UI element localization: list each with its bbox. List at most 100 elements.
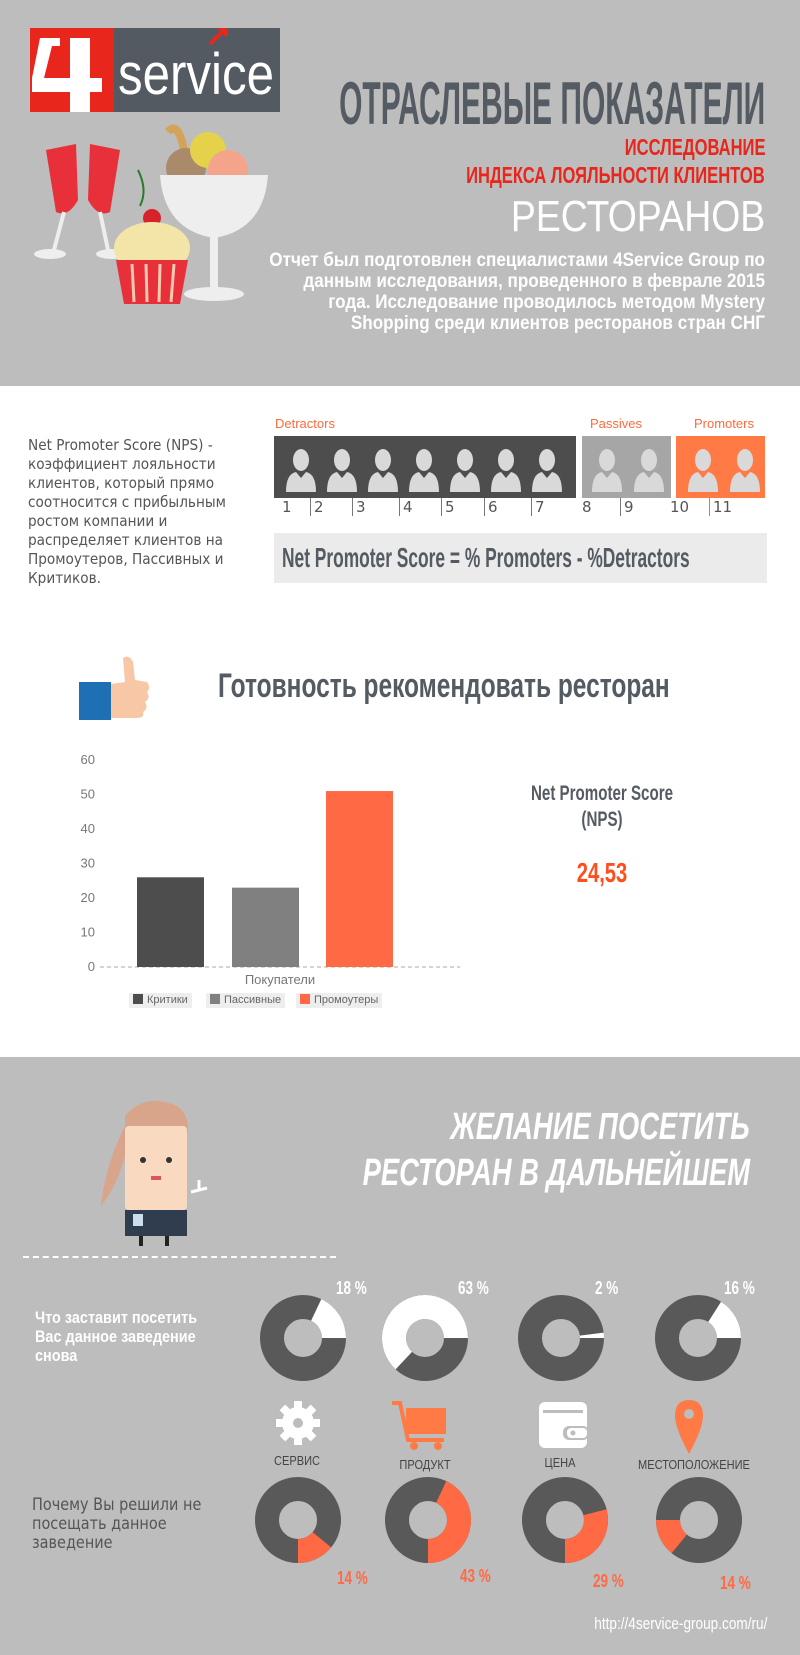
person-icon [530,448,564,497]
person-icon [632,448,666,497]
cart-icon [390,1400,450,1455]
donut-revisit-3 [518,1295,604,1381]
revisit-percent: 16 % [724,1278,755,1298]
passives-label: Passives [590,416,643,431]
revisit-percent: 63 % [458,1278,489,1298]
logo[interactable]: service [30,26,280,112]
revisit-title-line1: ЖЕЛАНИЕ ПОСЕТИТЬ [450,1106,750,1148]
divider [23,1256,336,1258]
y-tick-label: 0 [88,959,95,974]
wallet-icon [539,1400,589,1455]
category-price: ЦЕНА [544,1455,576,1470]
not-visit-percent: 29 % [593,1571,624,1591]
scale-tick [484,498,485,516]
donut-not-visit-2 [385,1477,471,1563]
scale-number: 7 [535,498,545,516]
scale-number: 9 [624,498,634,516]
thumbs-up-icon [79,654,151,725]
y-tick-label: 60 [81,752,95,767]
nps-label-line2: (NPS) [581,808,623,831]
scale-number: 5 [445,498,455,516]
not-visit-percent: 14 % [337,1568,368,1588]
donut-not-visit-1 [255,1477,341,1563]
donut-not-visit-4 [656,1477,742,1563]
scale-tick [531,498,532,516]
not-visit-percent: 43 % [460,1566,491,1586]
location-pin-icon [673,1398,705,1461]
bar-3 [326,791,393,967]
recommend-title: Готовность рекомендовать ресторан [218,667,670,705]
donut-revisit-4 [655,1295,741,1381]
bar-2 [232,887,299,967]
scale-number: 11 [713,498,733,516]
category-service: СЕРВИС [273,1453,321,1468]
person-icon [448,448,482,497]
bar-chart: 0 10 20 30 40 50 60 Покупатели [81,752,460,987]
legend-item: Промоутеры [296,993,383,1008]
scale-tick [620,498,621,516]
scale-number: 3 [356,498,366,516]
donut-segment [579,1332,604,1338]
scale-number: 1 [282,498,292,516]
person-icon [325,448,359,497]
legend-swatch [300,994,310,1004]
y-tick-label: 10 [81,925,95,940]
y-tick-label: 40 [81,821,95,836]
scale-tick [352,498,353,516]
person-icon [284,448,318,497]
donut-segment [311,1299,346,1338]
y-tick-label: 30 [81,856,95,871]
person-icon [590,448,624,497]
scale-tick [310,498,311,516]
person-icon [407,448,441,497]
legend-label: Пассивные [224,994,282,1006]
person-icon [366,448,400,497]
subtitle-line1: ИССЛЕДОВАНИЕ [624,134,765,160]
scale-number: 4 [403,498,413,516]
nps-description: Net Promoter Score (NPS) - коэффициент л… [28,436,226,587]
bar-1 [137,877,204,967]
donut-segment [708,1301,741,1338]
not-visit-percent: 14 % [720,1573,751,1593]
food-illustration [28,120,288,320]
legend-item: Критики [129,993,192,1008]
y-tick-label: 50 [81,787,95,802]
promoters-label: Promoters [694,416,754,431]
waiter-illustration [95,1096,245,1251]
person-icon [489,448,523,497]
scale-tick [399,498,400,516]
svg-text:service: service [118,42,274,107]
question-not-visit: Почему Вы решили не посещать данное заве… [32,1495,202,1553]
nps-label-line1: Net Promoter Score [530,782,673,805]
x-axis-label: Покупатели [245,972,315,987]
footer-url[interactable]: http://4service-group.com/ru/ [593,1614,767,1633]
donut-not-visit-3 [522,1477,608,1563]
donut-segment [382,1295,468,1370]
donut-segment [565,1509,608,1563]
legend-label: Промоутеры [314,994,379,1006]
person-icon [728,448,762,497]
legend-label: Критики [147,994,188,1006]
nps-value: 24,53 [576,857,628,888]
category-location: МЕСТОПОЛОЖЕНИЕ [638,1457,750,1472]
subtitle-restaurants: РЕСТОРАНОВ [510,192,765,241]
scale-number: 2 [314,498,324,516]
revisit-percent: 2 % [595,1278,619,1298]
scale-tick [441,498,442,516]
legend-swatch [210,994,220,1004]
revisit-percent: 18 % [336,1278,367,1298]
scale-tick [709,498,710,516]
legend-item: Пассивные [206,993,286,1008]
category-product: ПРОДУКТ [399,1457,451,1472]
scale-number: 8 [582,498,592,516]
nps-formula: Net Promoter Score = % Promoters - %Detr… [282,542,690,573]
page-title: ОТРАСЛЕВЫЕ ПОКАЗАТЕЛИ [338,70,765,137]
person-icon [686,448,720,497]
donut-segment [298,1532,332,1563]
subtitle-line2: ИНДЕКСА ЛОЯЛЬНОСТИ КЛИЕНТОВ [466,162,765,188]
gear-icon [275,1400,321,1451]
donut-revisit-1 [260,1295,346,1381]
scale-number: 6 [488,498,498,516]
legend-swatch [133,994,143,1004]
y-tick-label: 20 [81,890,95,905]
